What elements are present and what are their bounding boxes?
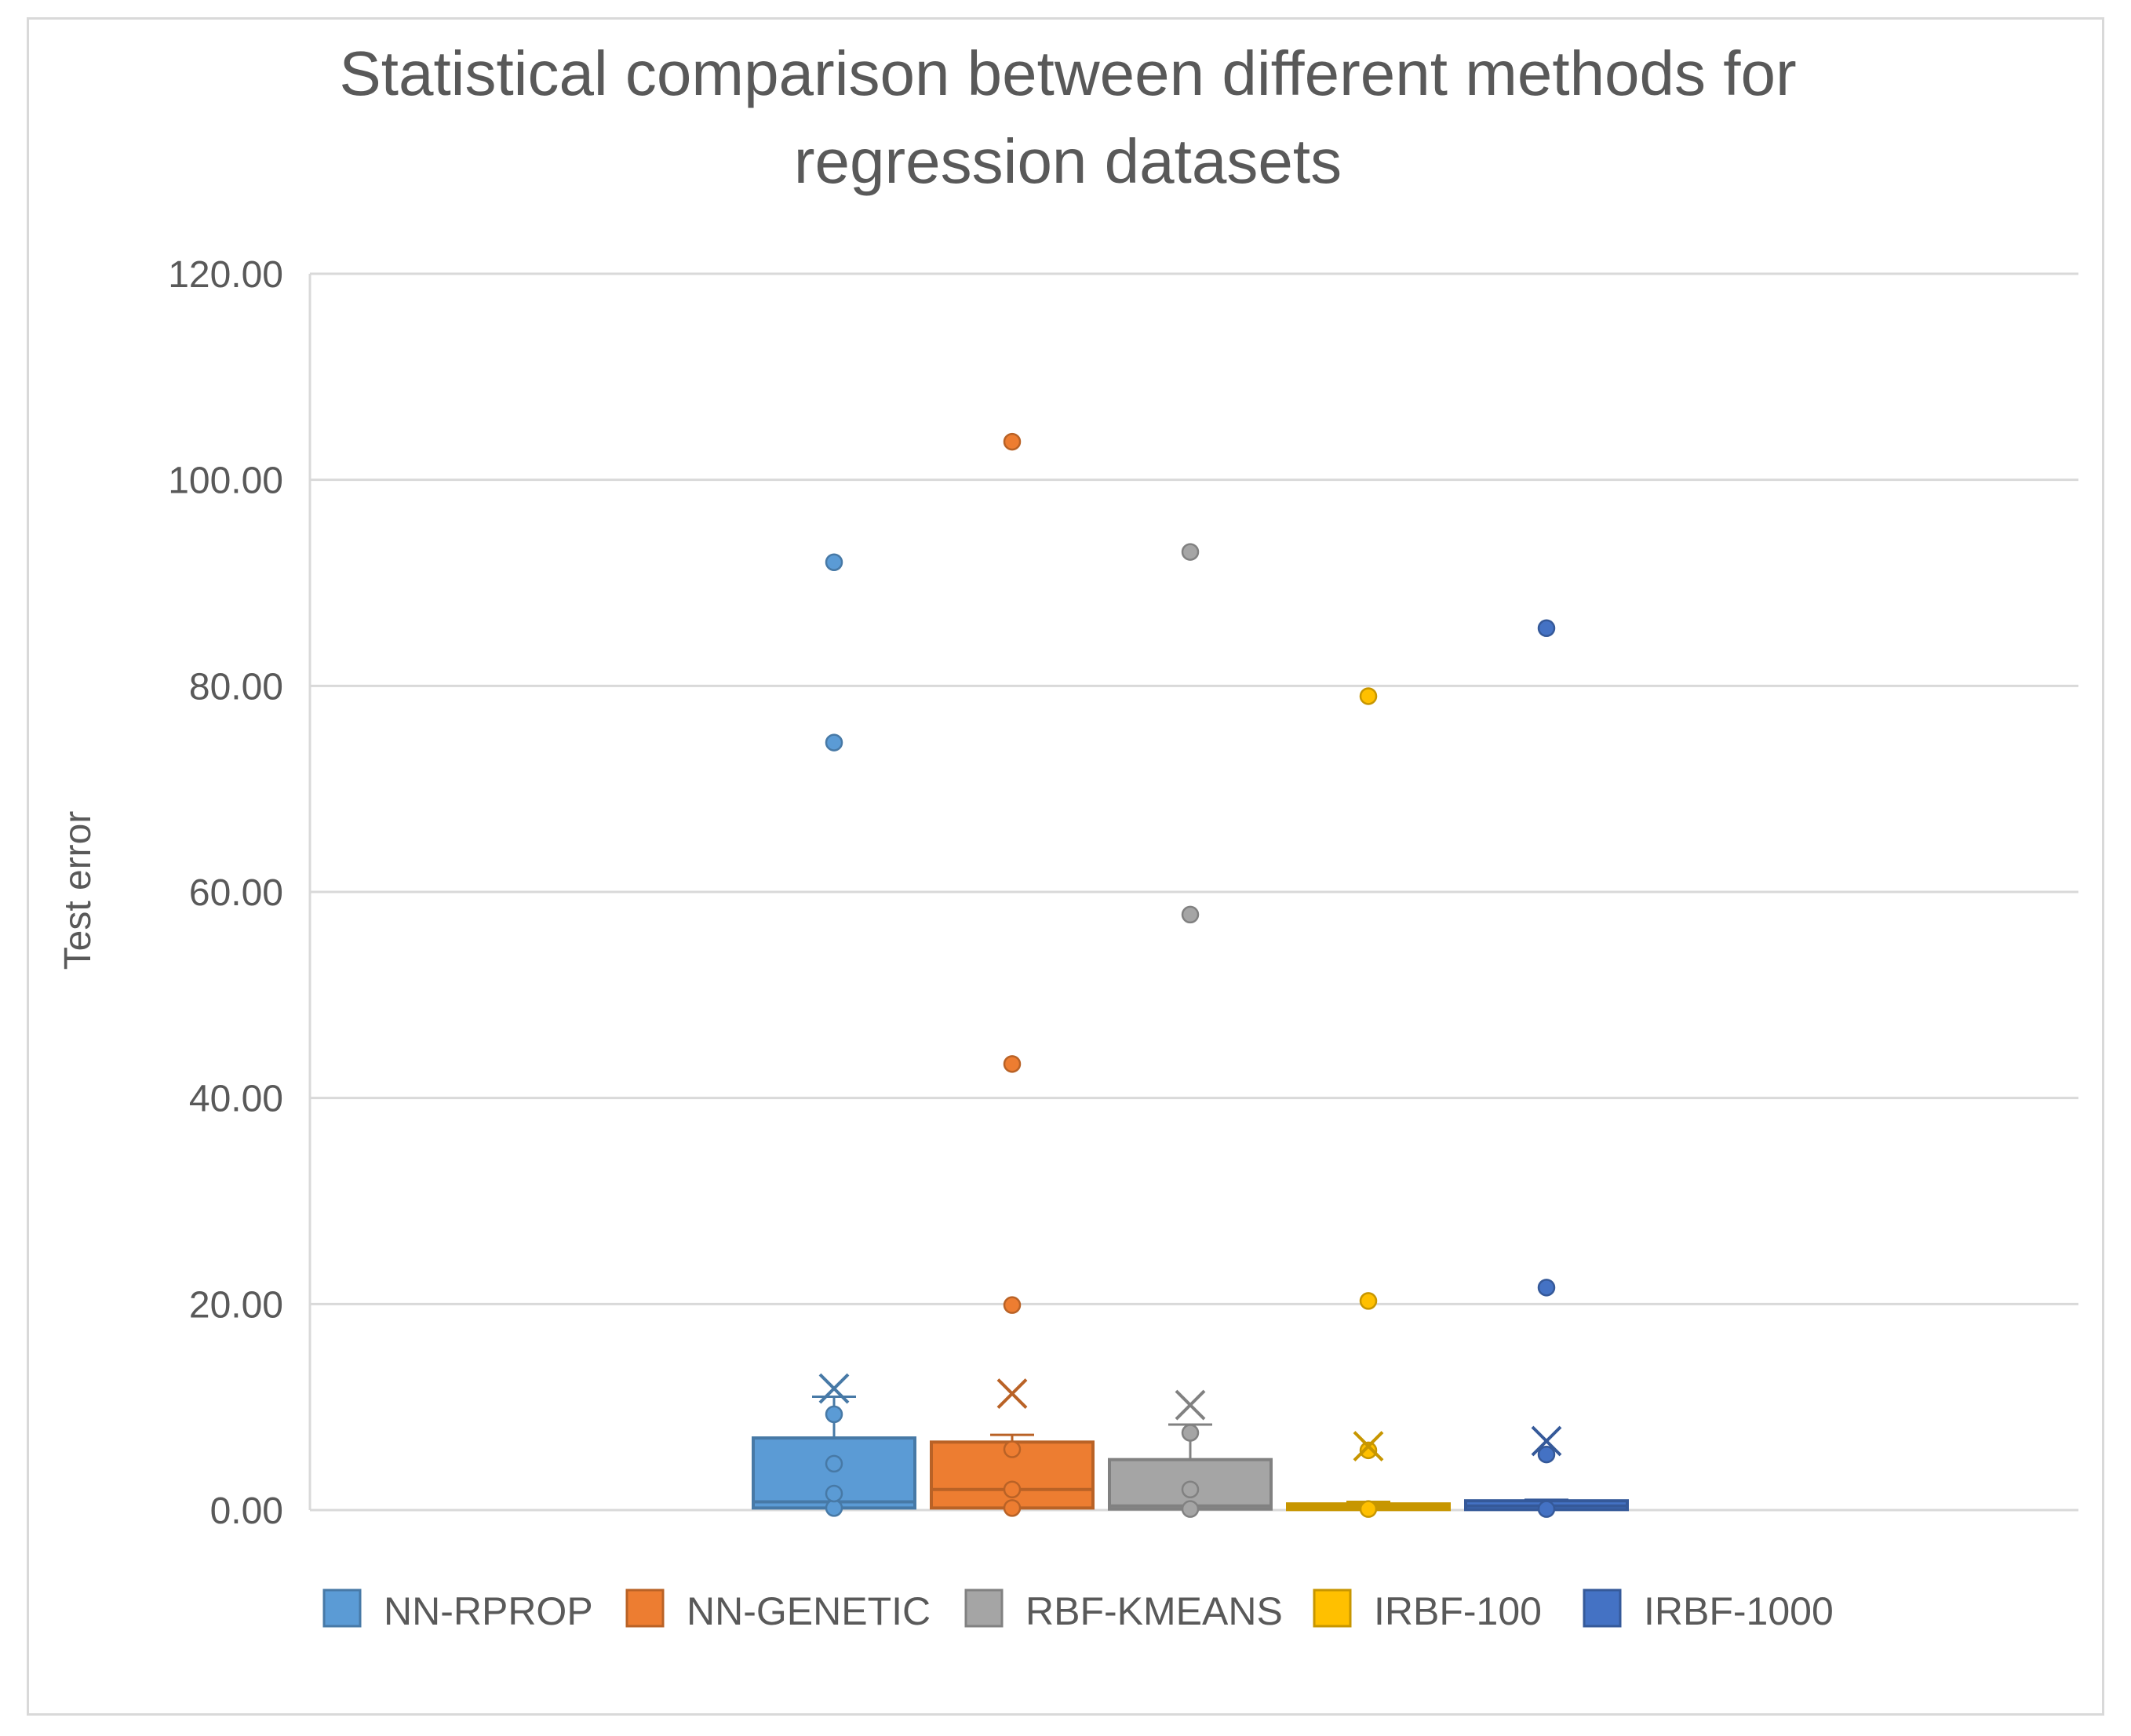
- outlier-point: [825, 733, 843, 752]
- outlier-point: [1181, 905, 1200, 924]
- legend-label: RBF-KMEANS: [1025, 1589, 1283, 1633]
- outlier-point: [1537, 1279, 1556, 1297]
- data-point: [1181, 1500, 1200, 1518]
- y-tick-label: 0.00: [210, 1490, 283, 1532]
- box-series-irbf-1000: [1464, 619, 1629, 1518]
- legend-label: IRBF-100: [1374, 1589, 1542, 1633]
- y-tick-label: 100.00: [168, 460, 283, 502]
- legend-item: NN-RPROP: [322, 1589, 593, 1633]
- box-series-nn-genetic: [930, 432, 1095, 1517]
- y-tick-label: 80.00: [189, 666, 283, 708]
- legend-label: NN-RPROP: [384, 1589, 593, 1633]
- box-series: [752, 432, 1629, 1518]
- box-series-rbf-kmeans: [1108, 543, 1273, 1518]
- data-point: [825, 1484, 843, 1503]
- legend-swatch: [964, 1589, 1004, 1628]
- legend-swatch: [1583, 1589, 1622, 1628]
- mean-marker-stroke-b: [1175, 1389, 1206, 1421]
- legend: NN-RPROP NN-GENETIC RBF-KMEANS IRBF-100 IRBF…: [322, 1589, 1834, 1633]
- legend-item: NN-GENETIC: [625, 1589, 931, 1633]
- outlier-point: [825, 553, 843, 571]
- data-point: [825, 1405, 843, 1424]
- legend-swatch: [625, 1589, 665, 1628]
- outlier-point: [1003, 432, 1022, 451]
- data-point: [825, 1454, 843, 1473]
- y-axis-ticks: 0.00 20.00 40.00 60.00 80.00 100.00 120.00: [168, 254, 283, 1532]
- data-point: [1537, 1500, 1556, 1518]
- data-point: [1003, 1499, 1022, 1517]
- y-tick-label: 20.00: [189, 1284, 283, 1326]
- legend-label: NN-GENETIC: [687, 1589, 931, 1633]
- legend-item: IRBF-100: [1313, 1589, 1542, 1633]
- outlier-point: [1181, 543, 1200, 561]
- outlier-point: [1537, 619, 1556, 638]
- chart-svg: Statistical comparison between different…: [57, 38, 2078, 1633]
- box-series-irbf-100: [1286, 687, 1451, 1518]
- legend-swatch: [322, 1589, 362, 1628]
- legend-item: IRBF-1000: [1583, 1589, 1834, 1633]
- data-point: [1359, 1441, 1378, 1460]
- outlier-point: [1359, 1292, 1378, 1310]
- box-series-nn-rprop: [752, 553, 916, 1517]
- data-point: [825, 1499, 843, 1517]
- chart-frame: Statistical comparison between different…: [27, 17, 2104, 1716]
- legend-label: IRBF-1000: [1644, 1589, 1834, 1633]
- y-tick-label: 60.00: [189, 872, 283, 914]
- data-point: [1359, 1500, 1378, 1518]
- chart-title-line-1: Statistical comparison between different…: [339, 38, 1796, 108]
- mean-marker-stroke-b: [1531, 1425, 1562, 1457]
- y-axis-label: Test error: [57, 811, 99, 970]
- mean-marker-stroke-b: [818, 1373, 850, 1404]
- outlier-point: [1003, 1296, 1022, 1314]
- chart-title-line-2: regression datasets: [794, 126, 1342, 196]
- gridlines: [308, 272, 2078, 1512]
- data-point: [1003, 1440, 1022, 1458]
- data-point: [1181, 1480, 1200, 1498]
- data-point: [1003, 1480, 1022, 1498]
- outlier-point: [1359, 687, 1378, 705]
- mean-marker-stroke-b: [1353, 1431, 1384, 1461]
- legend-swatch: [1313, 1589, 1352, 1628]
- legend-item: RBF-KMEANS: [964, 1589, 1283, 1633]
- data-point: [1181, 1424, 1200, 1442]
- outlier-point: [1003, 1055, 1022, 1073]
- y-tick-label: 120.00: [168, 254, 283, 296]
- y-tick-label: 40.00: [189, 1079, 283, 1120]
- mean-marker-stroke-b: [996, 1378, 1028, 1410]
- data-point: [1537, 1445, 1556, 1464]
